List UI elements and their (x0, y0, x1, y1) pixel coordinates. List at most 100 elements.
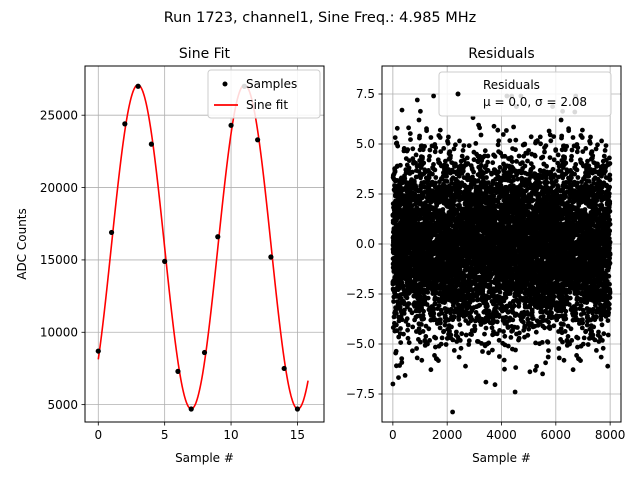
sample-point (148, 141, 154, 147)
legend-samples-marker (222, 81, 228, 87)
residual-point (491, 123, 497, 129)
sample-point (162, 258, 168, 264)
residual-point (482, 331, 487, 337)
residual-point (466, 338, 472, 344)
residual-point (511, 177, 516, 183)
residual-point (431, 311, 437, 316)
residual-point (522, 142, 528, 147)
residual-point (441, 254, 446, 260)
sample-point (255, 137, 261, 143)
residual-point (448, 332, 454, 338)
residual-point (471, 294, 476, 300)
residual-point (517, 330, 522, 336)
residual-point (417, 297, 423, 302)
residual-point (463, 332, 469, 338)
residual-point (483, 379, 489, 385)
residual-point (410, 324, 416, 330)
residual-point (405, 322, 411, 328)
residual-point (409, 310, 415, 316)
residual-point (485, 153, 491, 159)
residual-point (501, 329, 506, 334)
x-tick-label: 5 (161, 428, 169, 442)
legend-sine-fit-label: Sine fit (246, 98, 288, 112)
sine-fit-ylabel: ADC Counts (15, 208, 29, 280)
residuals-panel: 0 2000 4000 6000 8000−7.5−5.0−2.50.02.55.07.… (346, 46, 626, 465)
residual-point (421, 308, 426, 314)
residual-point (433, 317, 439, 323)
residual-point (449, 188, 454, 194)
residual-point (504, 128, 509, 133)
residual-point (485, 159, 491, 165)
residual-point (407, 290, 412, 295)
residual-point (509, 159, 515, 165)
residual-point (516, 153, 522, 159)
residual-point (440, 207, 446, 212)
residual-point (413, 152, 419, 158)
residual-point (438, 341, 444, 347)
residual-point (457, 338, 463, 343)
residual-point (463, 363, 468, 369)
residual-point (490, 347, 495, 353)
residual-point (406, 158, 412, 164)
residual-point (414, 355, 420, 361)
residual-point (433, 145, 439, 151)
residual-point (471, 157, 477, 163)
residual-point (436, 303, 442, 309)
residual-point (401, 301, 407, 307)
sine-fit-title: Sine Fit (179, 46, 231, 62)
residual-point (392, 169, 398, 175)
residual-point (420, 329, 426, 334)
residual-point (419, 357, 425, 363)
residual-point (502, 366, 507, 372)
residual-point (424, 302, 430, 307)
residual-point (418, 216, 424, 221)
residual-point (482, 148, 488, 154)
residual-point (454, 329, 459, 335)
residual-point (391, 314, 397, 320)
sample-point (268, 254, 274, 260)
residual-point (428, 367, 434, 373)
residual-point (510, 317, 516, 323)
y-tick-label: 20000 (40, 181, 78, 195)
residual-point (448, 307, 454, 312)
residual-point (472, 326, 478, 332)
residual-point (427, 153, 432, 159)
residual-point (497, 289, 503, 295)
residual-point (443, 342, 449, 347)
residual-point (439, 335, 445, 341)
residual-point (396, 375, 401, 380)
residual-point (443, 158, 448, 164)
residual-point (421, 160, 427, 166)
residual-point (402, 373, 408, 378)
residual-point (495, 127, 501, 133)
residual-point (492, 382, 498, 388)
residual-point (421, 193, 426, 199)
residual-point (452, 314, 457, 320)
residual-point (425, 295, 431, 301)
residual-point (401, 331, 406, 337)
residual-point (444, 163, 450, 169)
residual-point (447, 328, 452, 334)
residual-point (418, 108, 423, 114)
residual-point (508, 335, 514, 340)
residual-point (503, 295, 509, 300)
residual-point (496, 138, 502, 144)
residual-point (427, 147, 433, 153)
residual-point (424, 128, 429, 134)
sample-point (294, 406, 301, 412)
residual-point (446, 134, 451, 140)
residual-point (441, 328, 447, 334)
residual-point (483, 325, 489, 331)
residual-point (480, 349, 485, 354)
residual-point (405, 335, 411, 341)
residual-point (449, 324, 454, 330)
x-tick-label: 15 (290, 428, 305, 442)
residual-point (522, 163, 528, 169)
residual-point (466, 143, 472, 149)
residual-point (398, 340, 404, 345)
residual-point (401, 311, 407, 316)
sample-point (135, 83, 141, 89)
sine-fit-line (97, 84, 309, 410)
